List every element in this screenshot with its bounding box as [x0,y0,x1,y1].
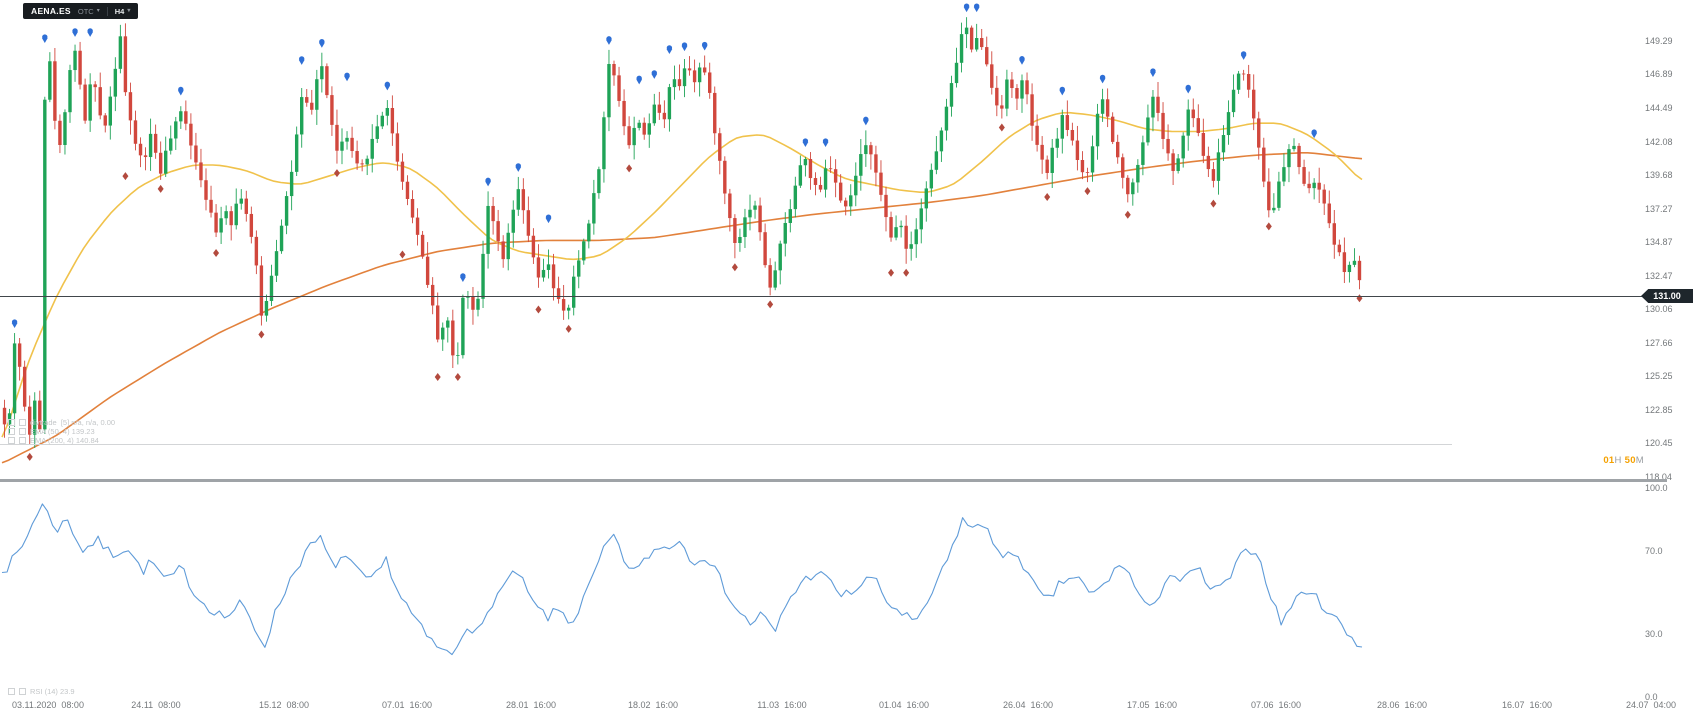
rsi-plot [1,503,1363,656]
rsi-tick-label: 100.0 [1645,483,1668,493]
price-tick-label: 149.29 [1645,36,1673,46]
time-tick-label: 01.04 16:00 [878,700,930,710]
time-tick-label: 28.01 16:00 [505,700,557,710]
chevron-down-icon: ▾ [127,8,131,14]
indicator-legend-text: divtrade [5] n/a, n/a, 0.00 [30,418,116,427]
current-price-badge: 131.00 [1641,289,1693,303]
price-tick-label: 142.08 [1645,136,1673,147]
price-tick-label: 134.87 [1645,237,1673,248]
symbol-name: AENA.ES [31,6,71,16]
timeframe-dropdown[interactable]: H4 ▾ [115,7,131,16]
indicator-legend-ema200[interactable]: EMA (200, 4) 140.84 [8,436,99,445]
market-label: OTC [77,6,94,16]
price-tick-label: 144.49 [1645,102,1673,113]
time-tick-label: 07.01 16:00 [381,700,433,710]
market-dropdown[interactable]: OTC ▾ [78,7,100,16]
time-tick-label: 26.04 16:00 [1002,700,1054,710]
legend-eye-icon[interactable] [8,437,15,444]
timeframe-label: H4 [114,6,125,16]
legend-settings-icon[interactable] [19,419,26,426]
indicator-legend-divtrade[interactable]: divtrade [5] n/a, n/a, 0.00 [8,418,115,427]
price-tick-label: 120.45 [1645,438,1673,449]
price-tick-label: 127.66 [1645,337,1673,348]
rsi-tick-label: 0.0 [1645,692,1658,702]
indicator-legend-ema50[interactable]: EMA (50, 4) 139.23 [8,427,95,436]
ema50-line [1,111,1363,438]
widget-divider [106,6,108,16]
countdown-minutes: 50 [1624,455,1636,466]
price-tick-label: 130.06 [1645,304,1673,315]
time-tick-label: 11.03 16:00 [757,700,807,710]
ema200-legend-text: EMA (200, 4) 140.84 [30,436,99,445]
price-tick-label: 139.68 [1645,170,1673,181]
time-tick-label: 18.02 16:00 [627,700,679,710]
legend-settings-icon[interactable] [19,688,26,695]
current-price-value: 131.00 [1653,291,1681,301]
time-tick-label: 03.11.2020 08:00 [12,700,84,710]
countdown-hours: 01 [1603,455,1615,466]
rsi-tick-label: 70.0 [1645,545,1663,556]
time-tick-label: 16.07 16:00 [1501,700,1553,710]
chevron-down-icon: ▾ [96,8,100,14]
time-tick-label: 17.05 16:00 [1126,700,1178,710]
price-tick-label: 146.89 [1645,69,1673,80]
time-tick-label: 24.07 04:00 [1625,700,1677,710]
ema200-line [1,152,1363,464]
price-tick-label: 137.27 [1645,203,1673,214]
rsi-legend-text: RSI (14) 23.9 [30,687,75,696]
legend-settings-icon[interactable] [19,428,26,435]
candles [2,17,1362,448]
rsi-tick-label: 30.0 [1645,629,1663,640]
current-price-line [0,296,1643,297]
symbol-widget[interactable]: AENA.ES OTC ▾ H4 ▾ [23,3,139,19]
price-tick-label: 125.25 [1645,371,1673,382]
ema50-legend-text: EMA (50, 4) 139.23 [30,427,95,436]
panel-splitter[interactable] [0,479,1667,482]
signal-markers [11,3,1363,461]
legend-settings-icon[interactable] [19,437,26,444]
time-tick-label: 07.06 16:00 [1250,700,1302,710]
countdown-hours-unit: H [1614,455,1625,466]
legend-eye-icon[interactable] [8,419,15,426]
indicator-legend-rsi[interactable]: RSI (14) 23.9 [8,687,75,696]
time-tick-label: 24.11 08:00 [131,700,181,710]
bar-countdown-timer: 01H 50M [1560,455,1644,466]
price-tick-label: 122.85 [1645,404,1673,415]
legend-eye-icon[interactable] [8,428,15,435]
price-tick-label: 132.47 [1645,270,1673,281]
time-tick-label: 28.06 16:00 [1376,700,1428,710]
chart-bottom-gridline [0,444,1452,445]
legend-eye-icon[interactable] [8,688,15,695]
time-tick-label: 15.12 08:00 [258,700,310,710]
price-tick-label: 118.04 [1645,472,1672,482]
countdown-minutes-unit: M [1635,455,1644,466]
